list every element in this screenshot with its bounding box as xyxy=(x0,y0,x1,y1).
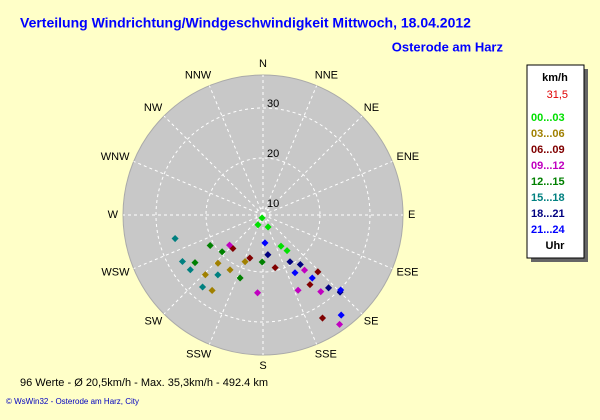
data-point xyxy=(186,266,194,274)
spoke xyxy=(208,85,264,216)
data-point xyxy=(314,268,322,276)
direction-label: ENE xyxy=(397,151,420,163)
legend-entry: 21...24 xyxy=(531,224,566,236)
direction-label: WNW xyxy=(101,151,130,163)
spoke xyxy=(208,214,264,345)
direction-label: SSW xyxy=(186,348,212,360)
data-point xyxy=(206,241,214,250)
legend-entry: 12...15 xyxy=(531,176,565,188)
chart-subtitle: Osterode am Harz xyxy=(392,39,504,54)
data-point xyxy=(214,259,222,267)
direction-label: NE xyxy=(364,102,379,114)
data-point xyxy=(271,264,279,272)
data-point xyxy=(296,260,304,269)
data-point xyxy=(171,235,179,243)
grid-ring xyxy=(255,207,271,223)
legend-unit: Uhr xyxy=(546,240,566,252)
direction-label: N xyxy=(259,58,267,70)
data-point xyxy=(261,239,269,247)
data-point xyxy=(226,266,234,274)
grid-ring xyxy=(205,157,321,273)
spoke xyxy=(262,214,393,270)
legend-entry: 03...06 xyxy=(531,128,565,140)
r-tick-label: 10 xyxy=(267,198,279,210)
data-point xyxy=(201,271,209,279)
data-point xyxy=(294,286,302,294)
spoke xyxy=(163,214,264,315)
data-point xyxy=(218,248,226,256)
data-point xyxy=(283,247,291,255)
legend xyxy=(526,64,585,259)
data-point xyxy=(208,286,216,294)
spoke xyxy=(163,115,264,216)
data-point xyxy=(241,258,249,266)
r-tick-label: 30 xyxy=(267,98,279,110)
spoke xyxy=(133,214,264,270)
data-point xyxy=(318,314,327,322)
direction-label: SE xyxy=(364,316,379,328)
data-point xyxy=(300,266,309,274)
direction-label: SW xyxy=(144,316,162,328)
grid-ring xyxy=(155,107,371,323)
direction-label: SSE xyxy=(315,348,337,360)
legend-entry: 00...03 xyxy=(531,112,565,124)
data-point xyxy=(264,223,272,231)
data-point xyxy=(325,284,333,292)
data-point xyxy=(199,283,207,291)
data-point xyxy=(258,258,266,266)
data-point xyxy=(291,269,299,277)
data-point xyxy=(258,214,266,222)
data-point xyxy=(337,286,345,294)
spoke xyxy=(262,214,318,345)
data-point xyxy=(236,274,244,282)
footer: 96 Werte - Ø 20,5km/h - Max. 35,3km/h - … xyxy=(20,377,268,389)
data-point xyxy=(308,274,316,282)
chart-title: Verteilung Windrichtung/Windgeschwindigk… xyxy=(20,15,471,31)
legend-value: 31,5 xyxy=(547,89,568,101)
credit: © WsWin32 - Osterode am Harz, City xyxy=(6,397,139,406)
data-point xyxy=(178,257,186,266)
data-point xyxy=(191,259,199,267)
data-point xyxy=(336,320,344,328)
data-point xyxy=(254,221,262,229)
spoke xyxy=(262,160,393,216)
data-point xyxy=(306,281,314,289)
legend-entry: 06...09 xyxy=(531,144,565,156)
spoke xyxy=(262,115,363,216)
direction-label: E xyxy=(408,209,415,221)
direction-label: S xyxy=(259,360,266,372)
data-point xyxy=(277,242,285,250)
legend-entry: 15...18 xyxy=(531,192,565,204)
spoke xyxy=(262,85,318,216)
r-tick-label: 20 xyxy=(267,148,279,160)
legend-title: km/h xyxy=(542,72,568,84)
legend-entry: 18...21 xyxy=(531,208,565,220)
data-point xyxy=(264,251,272,259)
direction-label: NNW xyxy=(185,69,212,81)
data-point xyxy=(317,288,325,296)
direction-label: W xyxy=(108,209,119,221)
legend-entry: 09...12 xyxy=(531,160,565,172)
data-point xyxy=(337,311,345,319)
direction-label: NW xyxy=(144,102,163,114)
spoke xyxy=(262,214,363,315)
data-point xyxy=(286,258,294,266)
direction-label: NNE xyxy=(315,69,338,81)
data-point xyxy=(214,271,222,279)
data-point xyxy=(254,289,262,297)
direction-label: ESE xyxy=(397,267,419,279)
data-point xyxy=(226,241,234,249)
spoke xyxy=(133,160,264,216)
direction-label: WSW xyxy=(101,267,130,279)
